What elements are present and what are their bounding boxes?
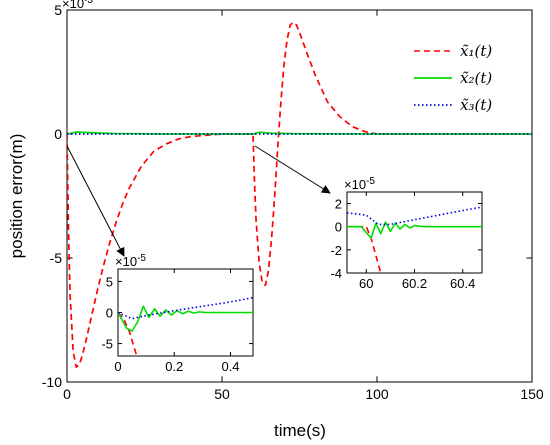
inset-2-y-tick-label: -2 [330,243,342,258]
inset-2-series-group [347,206,482,273]
main-y-tick-label: -10 [42,374,62,390]
inset-2-y-tick-label: 0 [335,220,342,235]
main-y-tick-label: -5 [50,250,63,266]
inset-1-series-line-x2 [118,305,253,332]
inset-1-x-tick-label: 0 [114,359,121,374]
inset-1-y-tick-label: 5 [106,274,113,289]
annotation-arrow-1 [66,145,125,257]
inset-1-series-group [118,296,253,356]
annotation-arrow-2 [254,145,331,194]
inset-1-series-line-x1 [118,311,138,356]
main-series-group [67,21,532,368]
legend-label-x2: x̃₂(t) [460,69,492,87]
inset-1-y-tick-label: 0 [106,306,113,321]
main-x-tick-label: 100 [365,386,389,402]
main-y-exponent: ×10-3 [62,0,93,11]
legend: x̃₁(t) x̃₂(t) x̃₃(t) [414,42,492,114]
main-y-tick-label: 0 [54,126,62,142]
inset-2-x-tick-label: 60.2 [402,276,427,291]
main-x-tick-label: 0 [63,386,71,402]
inset-2-y-tick-label: 2 [335,197,342,212]
inset-2-series-line-x3 [347,206,482,226]
main-x-tick-label: 50 [214,386,230,402]
legend-label-x1: x̃₁(t) [460,42,492,60]
inset-1-y-tick-label: -5 [101,337,113,352]
inset-1-x-tick-label: 0.2 [165,359,183,374]
inset-2-series-line-x2 [347,221,482,240]
legend-label-x3: x̃₃(t) [460,96,492,114]
inset-2-x-tick-label: 60.4 [450,276,475,291]
x-axis-label: time(s) [274,421,326,440]
inset-2-x-tick-label: 60 [359,276,373,291]
y-axis-label: position error(m) [7,134,26,259]
main-series-line-x1 [67,21,532,368]
main-y-tick-label: 5 [54,2,62,18]
inset-2-y-tick-label: -4 [330,266,342,281]
inset-2-tick-group: 60 60.2 60.4 2 0 -2 -4 [330,192,482,291]
inset-1-x-tick-label: 0.4 [221,359,239,374]
inset-1-tick-group: 0 0.2 0.450-5 [101,269,253,374]
main-x-tick-label: 150 [520,386,544,402]
main-series-line-x2 [67,131,532,135]
